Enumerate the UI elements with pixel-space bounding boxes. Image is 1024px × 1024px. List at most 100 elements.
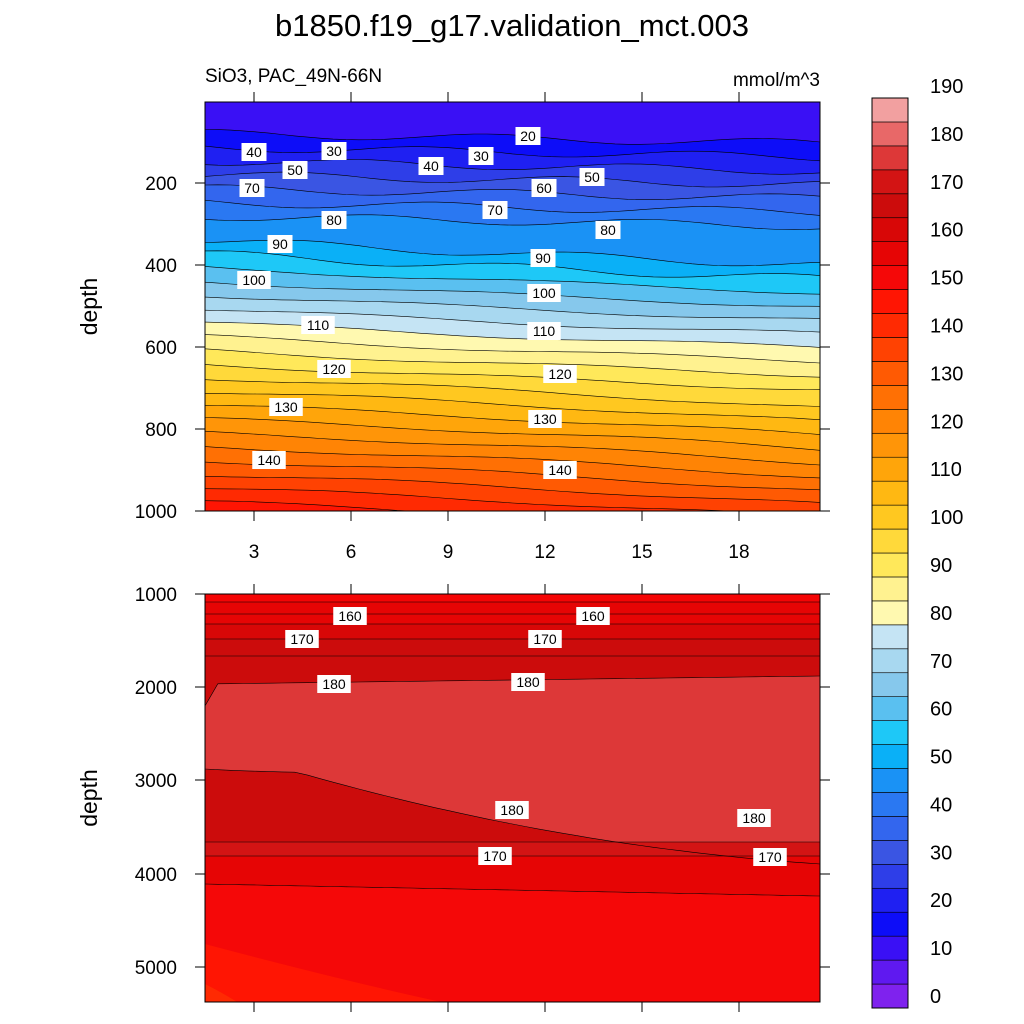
contour-label: 40 [246, 144, 262, 160]
contour-label: 30 [326, 143, 342, 159]
contour-label: 170 [758, 849, 782, 865]
contour-label-bg [737, 809, 771, 827]
contour-label: 170 [290, 631, 314, 647]
contour-line [205, 309, 820, 333]
colorbar-swatch [871, 600, 909, 626]
contour-label-bg [478, 847, 512, 865]
colorbar-tick-label: 90 [930, 555, 952, 577]
contour-band [205, 488, 820, 511]
colorbar-swatch [871, 145, 909, 171]
contour-label-bg [753, 848, 787, 866]
colorbar-tick-label: 120 [930, 411, 963, 433]
colorbar-swatch [871, 241, 909, 266]
contour-label: 110 [533, 323, 556, 339]
colorbar-tick-label: 160 [930, 220, 963, 242]
colorbar-swatch [871, 504, 909, 530]
contour-label: 140 [548, 462, 572, 478]
contour-label-bg [528, 630, 562, 648]
colorbar-swatch [871, 792, 909, 817]
contour-band [205, 944, 442, 1002]
contour-label: 70 [487, 202, 503, 218]
colorbar-tick-label: 30 [930, 842, 952, 864]
contour-label-bg [333, 607, 367, 625]
contour-label: 180 [322, 676, 346, 692]
colorbar-swatch [871, 456, 909, 482]
contour-label-bg [321, 211, 347, 229]
contour-band [205, 984, 238, 1002]
colorbar-swatch [871, 289, 909, 314]
contour-line [205, 446, 820, 479]
contour-label: 130 [274, 399, 298, 415]
colorbar-tick-label: 10 [930, 938, 952, 960]
contour-line [205, 405, 820, 435]
colorbar-swatch [871, 169, 909, 195]
y-tick-label: 1000 [135, 502, 177, 523]
contour-line [205, 296, 820, 319]
colorbar-tick-label: 150 [930, 268, 963, 290]
y-tick-label: 400 [145, 256, 177, 277]
colorbar-tick-label: 100 [930, 507, 963, 529]
colorbar-swatch [871, 959, 909, 985]
colorbar: 0 10 20 30 40 50 60 70 80 90 100 110 120 130 140 150 160… [871, 76, 963, 1009]
colorbar-tick-label: 130 [930, 363, 963, 385]
contour-line [205, 364, 820, 390]
colorbar-swatch [871, 744, 909, 769]
contour-line [205, 145, 820, 162]
contour-label-bg [530, 249, 556, 267]
contour-label: 30 [473, 148, 489, 164]
colorbar-tick-label: 70 [930, 651, 952, 673]
contour-label: 70 [244, 180, 260, 196]
contour-label-bg [468, 147, 494, 165]
colorbar-swatch [871, 97, 909, 123]
contour-label-bg [527, 284, 561, 302]
colorbar-tick-label: 60 [930, 699, 952, 721]
contour-line [205, 883, 820, 897]
y-tick-label: 600 [145, 338, 177, 359]
colorbar-swatch [871, 409, 909, 434]
contour-band [205, 624, 820, 639]
panel-upper-ocean: 200 400 600 800 1000 3 6 9 12 15 18 depth 20 30 30 40 40… [76, 92, 830, 563]
contour-label: 60 [536, 180, 552, 196]
plot-frame [204, 593, 821, 1003]
contour-line [205, 379, 820, 407]
contour-label: 130 [533, 411, 557, 427]
contour-label-bg [317, 675, 351, 693]
y-axis-label: depth [76, 278, 102, 336]
contour-label-bg [482, 201, 508, 219]
contour-label-bg [241, 143, 267, 161]
x-tick-label: 9 [443, 542, 454, 563]
colorbar-tick-label: 180 [930, 124, 963, 146]
colorbar-tick-label: 80 [930, 603, 952, 625]
colorbar-tick-label: 170 [930, 172, 963, 194]
colorbar-swatch [871, 337, 909, 362]
plot-frame [204, 101, 821, 512]
colorbar-swatch [871, 911, 909, 937]
contour-label: 90 [272, 236, 288, 252]
colorbar-swatch [871, 193, 909, 219]
y-tick-label: 3000 [135, 771, 177, 792]
chart-title: b1850.f19_g17.validation_mct.003 [275, 8, 749, 43]
contour-line [205, 461, 820, 491]
x-tick-label: 6 [346, 542, 357, 563]
contour-label-bg [495, 801, 529, 819]
colorbar-swatch [871, 552, 909, 578]
contour-label: 90 [535, 250, 551, 266]
contour-band [205, 500, 820, 511]
contour-line [205, 266, 820, 295]
colorbar-swatch [871, 816, 909, 841]
contour-label: 50 [584, 169, 600, 185]
contour-label: 120 [322, 361, 346, 377]
contour-band [205, 856, 820, 896]
contour-label-bg [317, 360, 351, 378]
contour-label: 160 [581, 608, 605, 624]
colorbar-tick-label: 0 [930, 986, 941, 1008]
contour-label-bg [511, 673, 545, 691]
colorbar-swatch [871, 672, 909, 697]
contour-label-bg [418, 157, 444, 175]
x-tick-label: 12 [534, 542, 555, 563]
contour-band [205, 594, 820, 602]
contour-line [205, 239, 820, 267]
colorbar-frame [871, 97, 909, 1009]
colorbar-swatch [871, 624, 909, 650]
